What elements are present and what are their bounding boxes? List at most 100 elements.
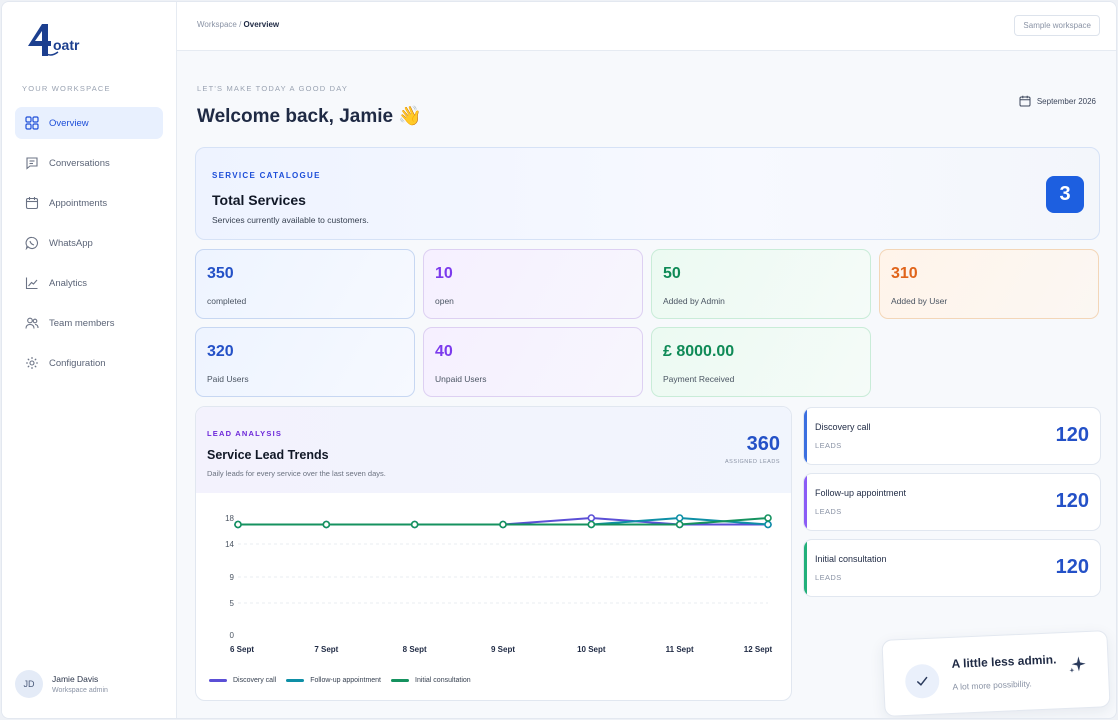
y-tick-label: 18 <box>225 514 234 523</box>
lead-card-sub: LEADS <box>815 573 842 582</box>
catalogue-eyebrow: SERVICE CATALOGUE <box>212 171 321 180</box>
calendar-icon <box>1019 95 1031 107</box>
stat-value: 310 <box>891 265 918 282</box>
assigned-leads-total: 360 <box>746 433 780 455</box>
logo[interactable]: oatr <box>24 22 88 60</box>
y-tick-label: 14 <box>225 540 234 549</box>
stat-card-added-by-user[interactable]: 310 Added by User <box>879 249 1099 319</box>
data-point <box>764 514 772 522</box>
x-tick-label: 7 Sept <box>314 645 338 654</box>
sidebar-item-analytics[interactable]: Analytics <box>15 267 163 299</box>
avatar: JD <box>15 670 43 698</box>
users-icon <box>25 316 39 330</box>
user-role: Workspace admin <box>52 687 108 694</box>
user-profile[interactable]: JD Jamie Davis Workspace admin <box>15 670 108 698</box>
breadcrumb-current: Overview <box>243 20 280 29</box>
sidebar-item-team-members[interactable]: Team members <box>15 307 163 339</box>
sidebar-item-whatsapp[interactable]: WhatsApp <box>15 227 163 259</box>
legend-item[interactable]: Follow-up appointment <box>286 677 381 684</box>
sidebar-item-overview[interactable]: Overview <box>15 107 163 139</box>
stat-card-added-by-admin[interactable]: 50 Added by Admin <box>651 249 871 319</box>
whatsapp-icon <box>25 236 39 250</box>
stat-label: open <box>435 296 454 306</box>
stat-value: 40 <box>435 343 453 360</box>
page-title: Welcome back, Jamie 👋 <box>197 106 423 127</box>
stat-label: Unpaid Users <box>435 374 487 384</box>
data-point <box>587 514 596 522</box>
sidebar-item-configuration[interactable]: Configuration <box>15 347 163 379</box>
accent-bar <box>804 540 807 596</box>
lead-card-title: Discovery call <box>815 422 871 432</box>
lead-card-value: 120 <box>1055 424 1089 446</box>
lead-card-discovery-call[interactable]: Discovery call LEADS 120 <box>803 407 1101 465</box>
stat-label: completed <box>207 296 247 306</box>
topbar: Workspace / Overview Sample workspace <box>177 2 1116 51</box>
legend-swatch <box>286 679 305 682</box>
legend-item[interactable]: Discovery call <box>209 677 276 684</box>
lead-card-sub: LEADS <box>815 507 842 516</box>
greeting-eyebrow: LET'S MAKE TODAY A GOOD DAY <box>197 84 349 93</box>
toast-subtitle: A lot more possibility. <box>952 678 1032 692</box>
data-point <box>322 520 331 529</box>
toast-title: A little less admin. <box>951 652 1057 671</box>
data-point <box>764 520 772 529</box>
stat-card-paid-users[interactable]: 320 Paid Users <box>195 327 415 397</box>
service-catalogue-card: SERVICE CATALOGUE Total Services Service… <box>195 147 1100 240</box>
stat-label: Paid Users <box>207 374 249 384</box>
stat-card-payment-received[interactable]: £ 8000.00 Payment Received <box>651 327 871 397</box>
breadcrumb-parent[interactable]: Workspace <box>197 20 237 29</box>
lead-title: Service Lead Trends <box>207 448 329 462</box>
stat-card-unpaid-users[interactable]: 40 Unpaid Users <box>423 327 643 397</box>
legend-item[interactable]: Initial consultation <box>391 677 471 684</box>
sidebar: oatr YOUR WORKSPACE Overview Conversatio… <box>2 2 177 718</box>
lead-trend-chart: 0 5 9 14 18 6 Sept 7 Sept 8 Sept 9 Sept 10 Sept 11… <box>225 514 773 654</box>
stat-card-open[interactable]: 10 open <box>423 249 643 319</box>
x-tick-label: 11 Sept <box>666 645 694 654</box>
lead-analysis-card: LEAD ANALYSIS Service Lead Trends Daily … <box>195 406 792 701</box>
data-point <box>587 520 596 529</box>
sidebar-item-label: Analytics <box>49 277 88 289</box>
service-count-badge: 3 <box>1046 176 1084 213</box>
sidebar-item-label: Team members <box>49 317 115 329</box>
lead-analysis-header <box>196 407 791 493</box>
breadcrumb-separator: / <box>236 20 244 29</box>
sidebar-item-appointments[interactable]: Appointments <box>15 187 163 219</box>
grid-icon <box>25 116 39 130</box>
sidebar-item-label: WhatsApp <box>49 237 93 249</box>
stat-value: 50 <box>663 265 681 282</box>
assigned-leads-label: ASSIGNED LEADS <box>725 459 780 465</box>
stat-value: £ 8000.00 <box>663 343 735 360</box>
sidebar-nav: Overview Conversations Appointments What… <box>15 107 163 387</box>
sidebar-item-label: Conversations <box>49 157 110 169</box>
svg-text:oatr: oatr <box>53 37 80 53</box>
date-display[interactable]: September 2026 <box>1019 95 1096 107</box>
x-tick-label: 12 Sept <box>744 645 773 654</box>
data-point <box>410 520 419 529</box>
user-name: Jamie Davis <box>52 674 99 684</box>
x-tick-label: 8 Sept <box>403 645 427 654</box>
legend-label: Initial consultation <box>415 677 471 684</box>
sidebar-item-conversations[interactable]: Conversations <box>15 147 163 179</box>
sidebar-item-label: Appointments <box>49 197 108 209</box>
x-tick-label: 9 Sept <box>491 645 515 654</box>
motivation-toast: A little less admin. A lot more possibil… <box>881 630 1111 717</box>
catalogue-title: Total Services <box>212 192 306 208</box>
check-icon <box>904 663 940 699</box>
breadcrumb: Workspace / Overview <box>197 20 279 29</box>
sidebar-item-label: Configuration <box>49 357 106 369</box>
chat-icon <box>25 156 39 170</box>
accent-bar <box>804 408 807 464</box>
workspace-button[interactable]: Sample workspace <box>1014 15 1100 36</box>
catalogue-subtitle: Services currently available to customer… <box>212 215 369 225</box>
stat-card-completed[interactable]: 350 completed <box>195 249 415 319</box>
lead-card-follow-up-appointment[interactable]: Follow-up appointment LEADS 120 <box>803 473 1101 531</box>
date-label: September 2026 <box>1036 96 1096 106</box>
calendar-icon <box>25 196 39 210</box>
data-point <box>675 520 684 529</box>
data-point <box>499 520 507 529</box>
data-point <box>675 514 684 522</box>
sidebar-item-label: Overview <box>49 117 89 129</box>
legend-label: Discovery call <box>233 677 277 684</box>
stat-label: Added by Admin <box>663 296 725 306</box>
lead-card-initial-consultation[interactable]: Initial consultation LEADS 120 <box>803 539 1101 597</box>
